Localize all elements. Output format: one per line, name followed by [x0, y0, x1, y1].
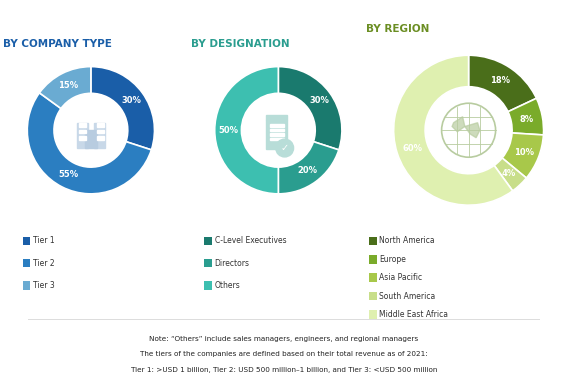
Text: Note: “Others” include sales managers, engineers, and regional managers: Note: “Others” include sales managers, e… — [149, 336, 419, 342]
Text: C-Level Executives: C-Level Executives — [215, 236, 286, 246]
Text: 4%: 4% — [502, 169, 516, 178]
Circle shape — [55, 95, 127, 166]
Text: Europe: Europe — [379, 255, 406, 264]
Bar — [80, 129, 82, 133]
Text: 50%: 50% — [218, 126, 238, 135]
Wedge shape — [508, 98, 544, 135]
Wedge shape — [215, 67, 278, 194]
Wedge shape — [278, 67, 342, 150]
Bar — [101, 117, 103, 121]
Bar — [270, 129, 284, 131]
Bar — [94, 123, 105, 148]
Text: 15%: 15% — [58, 81, 78, 90]
Text: Middle East Africa: Middle East Africa — [379, 310, 448, 319]
Bar — [266, 120, 287, 149]
Text: ✓: ✓ — [281, 143, 289, 153]
Bar — [101, 123, 103, 127]
Bar — [83, 136, 86, 140]
Bar — [270, 133, 284, 136]
Circle shape — [427, 88, 511, 172]
Text: 10%: 10% — [513, 147, 534, 157]
Bar — [101, 136, 103, 140]
Circle shape — [276, 139, 294, 157]
Text: Tier 1: >USD 1 billion, Tier 2: USD 500 million–1 billion, and Tier 3: <USD 500 : Tier 1: >USD 1 billion, Tier 2: USD 500 … — [131, 367, 437, 373]
Bar — [83, 129, 86, 133]
Text: 60%: 60% — [402, 144, 422, 153]
Wedge shape — [494, 158, 527, 191]
Bar — [97, 117, 100, 121]
Text: 30%: 30% — [122, 96, 141, 105]
Text: BY COMPANY TYPE: BY COMPANY TYPE — [3, 39, 112, 49]
Bar — [80, 123, 82, 127]
Bar — [270, 138, 284, 141]
Text: North America: North America — [379, 236, 435, 246]
Text: 30%: 30% — [309, 96, 329, 105]
Bar — [97, 136, 100, 140]
Text: The tiers of the companies are defined based on their total revenue as of 2021:: The tiers of the companies are defined b… — [140, 351, 428, 357]
Text: Tier 2: Tier 2 — [33, 259, 55, 268]
Text: Directors: Directors — [215, 259, 250, 268]
Wedge shape — [278, 142, 339, 194]
Polygon shape — [465, 123, 480, 138]
Bar — [101, 129, 103, 133]
Bar — [83, 123, 86, 127]
Text: Asia Pacific: Asia Pacific — [379, 273, 423, 282]
Bar — [80, 117, 82, 121]
Circle shape — [243, 95, 314, 166]
Text: 8%: 8% — [520, 115, 534, 124]
Text: Tier 3: Tier 3 — [33, 281, 55, 290]
Wedge shape — [502, 133, 544, 178]
Wedge shape — [394, 55, 513, 205]
Bar — [97, 123, 100, 127]
Text: BY REGION: BY REGION — [366, 25, 429, 34]
Bar — [77, 123, 87, 148]
Bar — [270, 124, 284, 127]
Bar — [97, 129, 100, 133]
Wedge shape — [91, 67, 154, 150]
Text: Tier 1: Tier 1 — [33, 236, 55, 246]
Text: 20%: 20% — [298, 166, 318, 175]
Wedge shape — [27, 93, 152, 194]
Text: South America: South America — [379, 291, 436, 301]
Text: 18%: 18% — [490, 76, 510, 85]
Text: Others: Others — [215, 281, 240, 290]
Bar — [266, 115, 287, 120]
Bar — [85, 130, 97, 148]
Polygon shape — [452, 117, 465, 132]
Wedge shape — [39, 67, 91, 108]
Text: 55%: 55% — [58, 170, 78, 180]
Wedge shape — [469, 55, 536, 112]
Text: BY DESIGNATION: BY DESIGNATION — [191, 39, 290, 49]
Bar — [83, 117, 86, 121]
Bar — [80, 136, 82, 140]
